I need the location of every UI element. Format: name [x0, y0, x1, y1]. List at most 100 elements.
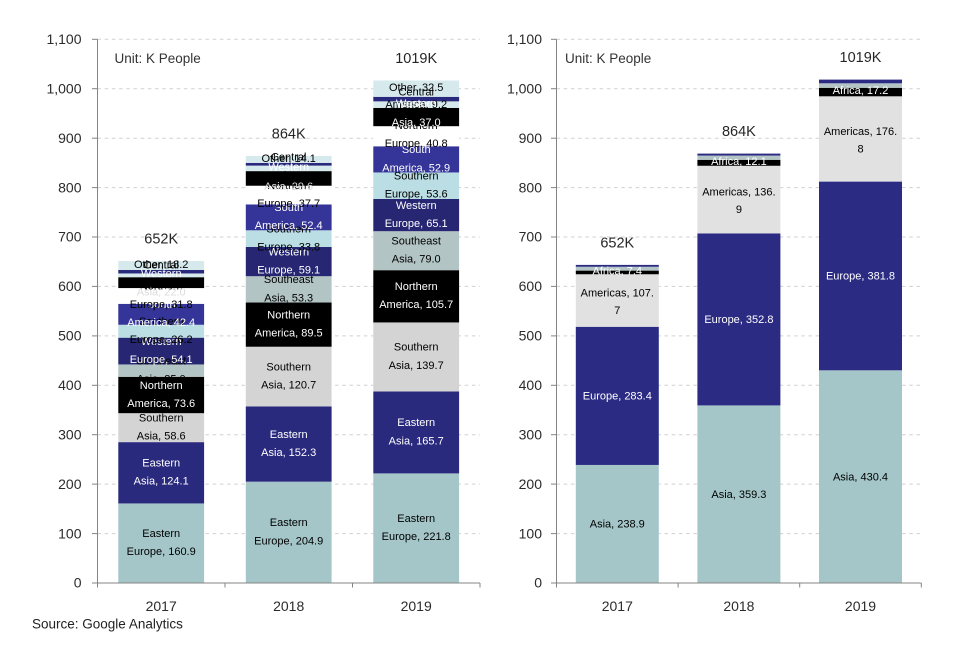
svg-text:Western: Western: [141, 268, 182, 280]
svg-text:2019: 2019: [401, 598, 432, 614]
svg-text:864K: 864K: [722, 124, 756, 140]
svg-text:200: 200: [58, 476, 82, 492]
svg-text:Eastern: Eastern: [397, 513, 435, 525]
svg-text:Asia, 165.7: Asia, 165.7: [389, 435, 444, 447]
svg-text:Europe, 204.9: Europe, 204.9: [254, 535, 323, 547]
svg-text:0: 0: [74, 575, 82, 591]
svg-text:Europe, 37.7: Europe, 37.7: [257, 198, 320, 210]
svg-text:Southern: Southern: [139, 413, 184, 425]
svg-text:Asia, 139.7: Asia, 139.7: [389, 360, 444, 372]
svg-text:America, 7.0: America, 7.0: [130, 278, 192, 290]
svg-text:South: South: [274, 202, 303, 214]
svg-text:7: 7: [614, 305, 620, 317]
svg-text:8: 8: [857, 143, 863, 155]
svg-text:0: 0: [534, 575, 542, 591]
svg-text:1019K: 1019K: [840, 50, 882, 66]
svg-text:Southern: Southern: [266, 223, 311, 235]
svg-text:Source: Google Analytics: Source: Google Analytics: [32, 617, 183, 632]
svg-text:Western: Western: [396, 200, 437, 212]
svg-text:Northern: Northern: [267, 180, 310, 192]
svg-text:Northern: Northern: [395, 281, 438, 293]
svg-text:America, 89.5: America, 89.5: [255, 328, 323, 340]
svg-text:9: 9: [736, 204, 742, 216]
svg-text:Northern: Northern: [140, 380, 183, 392]
svg-text:2019: 2019: [845, 598, 876, 614]
svg-text:Eastern: Eastern: [270, 429, 308, 441]
svg-text:Americas, 136.: Americas, 136.: [702, 187, 775, 199]
svg-text:Northern: Northern: [267, 310, 310, 322]
svg-text:Europe, 381.8: Europe, 381.8: [826, 271, 895, 283]
svg-text:600: 600: [519, 278, 543, 294]
svg-text:Europe, 31.8: Europe, 31.8: [130, 299, 193, 311]
svg-text:Europe, 54.1: Europe, 54.1: [130, 354, 193, 366]
svg-text:Asia, 152.3: Asia, 152.3: [261, 447, 316, 459]
svg-text:Europe, 59.1: Europe, 59.1: [257, 265, 320, 277]
svg-text:Africa, 17.2: Africa, 17.2: [833, 85, 889, 97]
svg-text:400: 400: [519, 377, 543, 393]
svg-text:Americas, 176.: Americas, 176.: [824, 126, 897, 138]
svg-text:1,100: 1,100: [46, 31, 81, 47]
svg-text:Europe, 65.1: Europe, 65.1: [385, 218, 448, 230]
svg-text:100: 100: [519, 525, 543, 541]
svg-text:Eastern: Eastern: [270, 517, 308, 529]
svg-text:Unit: K People: Unit: K People: [565, 51, 651, 66]
svg-text:Africa, 12.1: Africa, 12.1: [711, 156, 767, 168]
svg-text:Southeast: Southeast: [136, 355, 186, 367]
svg-text:Western: Western: [396, 98, 437, 110]
svg-text:Southern: Southern: [394, 342, 439, 354]
svg-text:Southern: Southern: [266, 361, 311, 373]
svg-text:Western: Western: [268, 161, 309, 173]
svg-text:400: 400: [58, 377, 82, 393]
svg-text:900: 900: [58, 130, 82, 146]
svg-text:Asia, 430.4: Asia, 430.4: [833, 471, 888, 483]
svg-text:600: 600: [58, 278, 82, 294]
svg-text:Asia, 120.7: Asia, 120.7: [261, 380, 316, 392]
svg-text:Africa, 7.4: Africa, 7.4: [593, 266, 643, 278]
svg-text:2018: 2018: [723, 598, 754, 614]
svg-text:America, 52.9: America, 52.9: [382, 162, 450, 174]
svg-text:652K: 652K: [600, 235, 634, 251]
svg-text:Central: Central: [271, 152, 306, 164]
svg-text:Asia, 22.0: Asia, 22.0: [137, 287, 186, 299]
svg-text:700: 700: [58, 229, 82, 245]
svg-text:200: 200: [519, 476, 543, 492]
svg-text:Asia, 79.0: Asia, 79.0: [392, 254, 441, 266]
svg-text:Europe, 283.4: Europe, 283.4: [583, 391, 652, 403]
svg-text:Asia, 25.0: Asia, 25.0: [137, 374, 186, 386]
svg-text:500: 500: [58, 328, 82, 344]
svg-text:America, 73.6: America, 73.6: [127, 398, 195, 410]
svg-text:Southern: Southern: [139, 316, 184, 328]
svg-text:Other, 18.2: Other, 18.2: [134, 259, 188, 271]
svg-text:Southern: Southern: [394, 171, 439, 183]
svg-text:Asia, 37.0: Asia, 37.0: [392, 117, 441, 129]
svg-text:100: 100: [58, 525, 82, 541]
svg-text:Central: Central: [398, 87, 433, 99]
svg-text:America, 5.5: America, 5.5: [258, 170, 320, 182]
svg-text:Europe, 26.2: Europe, 26.2: [130, 334, 193, 346]
svg-text:Other, 14.1: Other, 14.1: [261, 153, 315, 165]
svg-text:South: South: [402, 144, 431, 156]
svg-text:1,100: 1,100: [507, 31, 542, 47]
svg-text:Southeast: Southeast: [264, 274, 314, 286]
svg-text:Europe, 53.6: Europe, 53.6: [385, 189, 448, 201]
svg-text:800: 800: [58, 179, 82, 195]
svg-text:800: 800: [519, 179, 543, 195]
svg-text:Other, 32.5: Other, 32.5: [389, 82, 443, 94]
svg-text:2018: 2018: [273, 598, 304, 614]
svg-text:1,000: 1,000: [46, 80, 81, 96]
svg-text:Central: Central: [143, 259, 178, 271]
svg-text:South: South: [147, 299, 176, 311]
svg-text:America, 105.7: America, 105.7: [379, 299, 453, 311]
svg-text:864K: 864K: [272, 126, 306, 142]
svg-text:1,000: 1,000: [507, 80, 542, 96]
svg-text:America, 42.4: America, 42.4: [127, 317, 195, 329]
svg-text:300: 300: [58, 426, 82, 442]
svg-text:Asia, 124.1: Asia, 124.1: [134, 476, 189, 488]
svg-text:Eastern: Eastern: [397, 417, 435, 429]
svg-text:Northern: Northern: [140, 281, 183, 293]
svg-text:Asia, 53.3: Asia, 53.3: [264, 292, 313, 304]
svg-text:300: 300: [519, 426, 543, 442]
svg-text:Europe, 33.8: Europe, 33.8: [257, 242, 320, 254]
svg-text:Unit: K People: Unit: K People: [115, 51, 201, 66]
svg-text:America, 52.4: America, 52.4: [255, 220, 323, 232]
